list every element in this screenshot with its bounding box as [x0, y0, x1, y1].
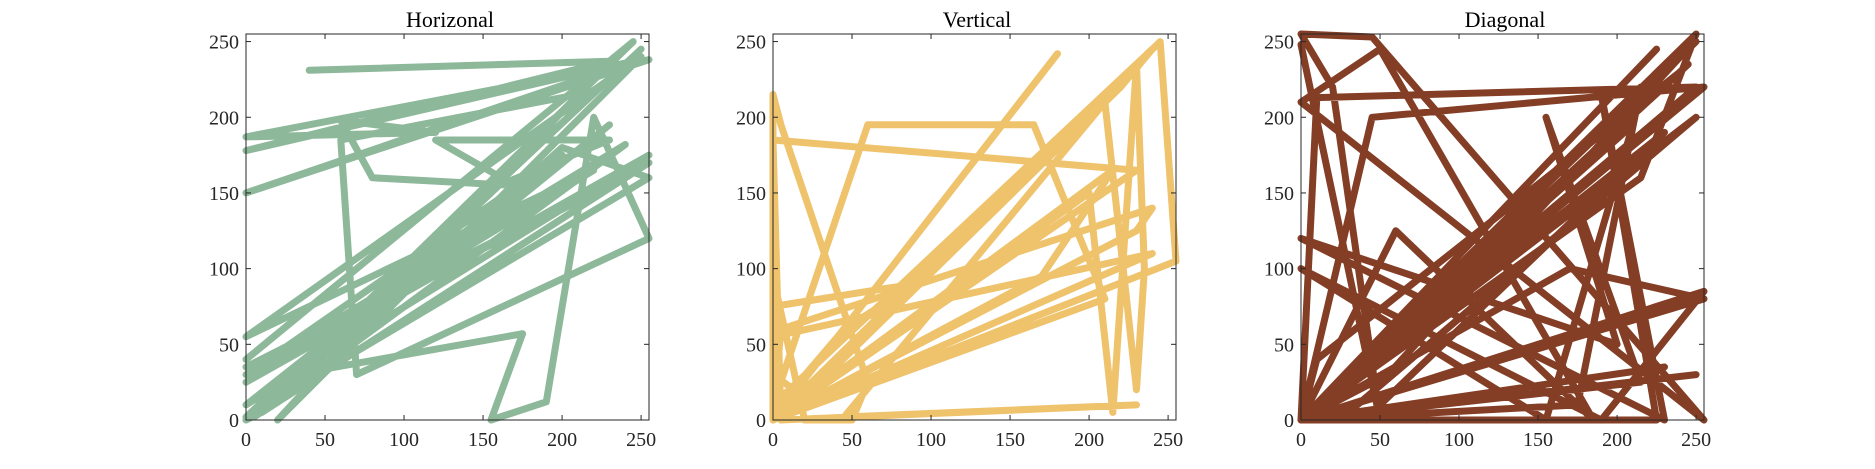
y-tick-label: 100: [736, 259, 766, 281]
x-tick-label: 0: [241, 429, 251, 451]
y-tick-label: 0: [1284, 410, 1294, 432]
x-tick-label: 0: [1296, 429, 1306, 451]
x-tick-label: 100: [916, 429, 946, 451]
x-tick-label: 100: [389, 429, 419, 451]
y-tick-label: 150: [736, 183, 766, 205]
y-tick-label: 200: [1264, 107, 1294, 129]
x-tick-label: 50: [315, 429, 335, 451]
x-tick-label: 200: [547, 429, 577, 451]
x-tick-label: 150: [1523, 429, 1553, 451]
x-tick-label: 200: [1602, 429, 1632, 451]
y-tick-label: 150: [209, 183, 239, 205]
x-tick-label: 250: [1681, 429, 1711, 451]
series-line-1: [769, 38, 1180, 424]
x-tick-label: 150: [468, 429, 498, 451]
y-tick-label: 250: [736, 32, 766, 54]
panel-diagonal: Diagonal 0 50 100 150 200 250 0 50 100 150 200 250: [1264, 7, 1711, 451]
y-tick-label: 150: [1264, 183, 1294, 205]
y-tick-label: 0: [229, 410, 239, 432]
y-tick-label: 100: [209, 259, 239, 281]
y-tick-label: 50: [746, 334, 766, 356]
x-tick-label: 250: [626, 429, 656, 451]
y-tick-label: 50: [219, 334, 239, 356]
x-tick-label: 50: [842, 429, 862, 451]
series-line-1: [1297, 30, 1708, 424]
y-tick-label: 200: [209, 107, 239, 129]
panel-horizonal: Horizonal 0 50 100 150 200 250 0 50 100 150 200 250: [209, 7, 656, 451]
y-tick-label: 250: [1264, 32, 1294, 54]
axes-frame: [245, 33, 650, 421]
x-tick-label: 150: [995, 429, 1025, 451]
series-line-1: [242, 38, 653, 424]
axes-frame: [772, 33, 1177, 421]
panel-title-diagonal: Diagonal: [1465, 7, 1546, 32]
x-tick-label: 250: [1153, 429, 1183, 451]
panel-vertical: Vertical 0 50 100 150 200 250 0 50 100 150 200 250: [736, 7, 1183, 451]
y-tick-label: 50: [1274, 334, 1294, 356]
y-tick-label: 100: [1264, 259, 1294, 281]
axes-frame: [1300, 33, 1705, 421]
x-tick-label: 50: [1370, 429, 1390, 451]
y-tick-label: 200: [736, 107, 766, 129]
x-tick-label: 200: [1074, 429, 1104, 451]
panel-title-horizonal: Horizonal: [406, 7, 494, 32]
panel-title-vertical: Vertical: [943, 7, 1011, 32]
y-tick-label: 0: [756, 410, 766, 432]
x-tick-label: 100: [1444, 429, 1474, 451]
x-tick-label: 0: [768, 429, 778, 451]
y-tick-label: 250: [209, 32, 239, 54]
